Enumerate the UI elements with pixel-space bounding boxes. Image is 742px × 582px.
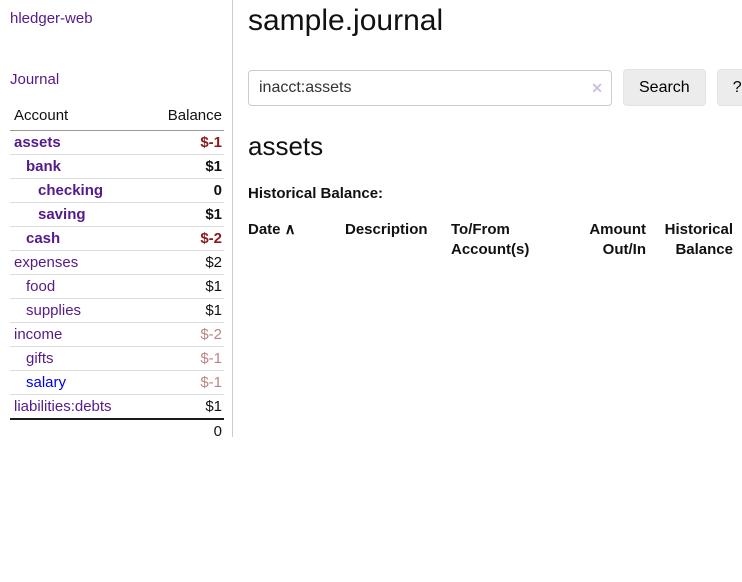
account-row: checking 0: [10, 179, 224, 203]
register-header-amount: AmountOut/In: [571, 218, 648, 262]
account-balance: $1: [144, 155, 224, 179]
account-link[interactable]: income: [14, 326, 62, 343]
account-row: cash $-2: [10, 227, 224, 251]
account-row: gifts $-1: [10, 347, 224, 371]
account-link[interactable]: expenses: [14, 254, 78, 271]
register-header-historical: HistoricalBalance: [648, 218, 735, 262]
account-link[interactable]: assets: [14, 134, 61, 151]
account-link[interactable]: salary: [26, 374, 66, 391]
account-link[interactable]: liabilities:debts: [14, 398, 112, 415]
account-link[interactable]: supplies: [26, 302, 81, 319]
account-balance: $-2: [144, 323, 224, 347]
search-button[interactable]: Search: [623, 69, 706, 106]
accounts-total-row: 0: [10, 419, 224, 443]
register-header-tofrom: To/FromAccount(s): [451, 218, 571, 262]
account-balance: $2: [144, 251, 224, 275]
account-balance: 0: [144, 179, 224, 203]
clear-search-icon[interactable]: ✕: [591, 79, 603, 97]
account-link[interactable]: checking: [38, 182, 103, 199]
page: hledger-web Journal Account Balance asse…: [0, 0, 742, 582]
search-row: ✕ Search ?: [248, 69, 742, 106]
accounts-table: Account Balance assets $-1 bank $1 checking 0…: [10, 104, 224, 443]
account-row: expenses $2: [10, 251, 224, 275]
account-row: food $1: [10, 275, 224, 299]
sort-ascending-icon: ∧: [281, 221, 296, 238]
help-button[interactable]: ?: [717, 69, 742, 106]
account-link[interactable]: saving: [38, 206, 86, 223]
account-balance: $1: [144, 203, 224, 227]
account-balance: $1: [144, 275, 224, 299]
register-table: Date ∧DescriptionTo/FromAccount(s)Amount…: [248, 218, 735, 262]
account-link[interactable]: food: [26, 278, 55, 295]
account-heading: assets: [248, 131, 742, 162]
sidebar: hledger-web Journal Account Balance asse…: [0, 0, 233, 437]
register-header-date[interactable]: Date ∧: [248, 218, 345, 262]
chart-label: Historical Balance:: [248, 185, 742, 202]
app-title-link[interactable]: hledger-web: [10, 10, 224, 27]
account-row: liabilities:debts $1: [10, 395, 224, 420]
register-header-description: Description: [345, 218, 451, 262]
account-link[interactable]: gifts: [26, 350, 54, 367]
accounts-header-balance: Balance: [144, 104, 224, 131]
page-title: sample.journal: [248, 4, 742, 38]
account-link[interactable]: bank: [26, 158, 61, 175]
accounts-header-account: Account: [10, 104, 144, 131]
search-input[interactable]: [248, 70, 612, 106]
account-balance: $-1: [144, 347, 224, 371]
search-box: ✕: [248, 70, 612, 106]
account-balance: $1: [144, 395, 224, 420]
account-row: supplies $1: [10, 299, 224, 323]
account-balance: $1: [144, 299, 224, 323]
account-row: salary $-1: [10, 371, 224, 395]
journal-link[interactable]: Journal: [10, 71, 59, 88]
account-link[interactable]: cash: [26, 230, 60, 247]
account-row: bank $1: [10, 155, 224, 179]
account-balance: $-1: [144, 131, 224, 155]
account-balance: $-2: [144, 227, 224, 251]
account-row: saving $1: [10, 203, 224, 227]
main-content: sample.journal ✕ Search ? assets Histori…: [233, 0, 742, 582]
account-row: income $-2: [10, 323, 224, 347]
accounts-total-balance: 0: [144, 419, 224, 443]
account-balance: $-1: [144, 371, 224, 395]
account-row: assets $-1: [10, 131, 224, 155]
